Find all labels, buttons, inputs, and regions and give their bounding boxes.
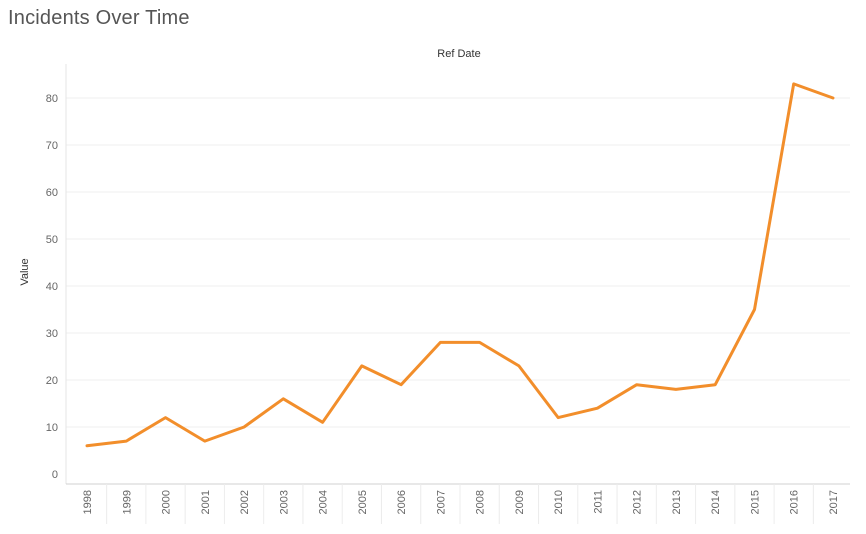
data-point[interactable] [714,383,717,386]
y-tick-label: 40 [46,281,58,293]
x-tick-label: 2015 [749,490,761,514]
x-tick-label: 2001 [200,490,212,514]
x-tick-label: 1999 [121,490,133,514]
page-title: Incidents Over Time [8,7,190,29]
x-tick-label: 2013 [671,490,683,514]
data-point[interactable] [478,341,481,344]
x-header-label: Ref Date [437,48,480,60]
x-tick-label: 2005 [357,490,369,514]
y-axis-label: Value [19,258,31,285]
data-point[interactable] [439,341,442,344]
x-tick-label: 2017 [828,490,840,514]
x-tick-label: 2003 [278,490,290,514]
x-tick-label: 2012 [632,490,644,514]
x-tick-label: 2009 [514,490,526,514]
data-point[interactable] [164,416,167,419]
x-tick-label: 2000 [161,490,173,514]
y-tick-label: 0 [52,469,58,481]
series-line[interactable] [85,82,835,448]
data-point[interactable] [753,308,756,311]
x-tick-label: 2016 [789,490,801,514]
x-tick-label: 2006 [396,490,408,514]
y-tick-label: 30 [46,328,58,340]
y-tick-label: 80 [46,93,58,105]
x-tick-label: 2002 [239,490,251,514]
data-point[interactable] [792,82,795,85]
data-point[interactable] [125,440,128,443]
data-point[interactable] [831,96,834,99]
x-tick-label: 2014 [710,490,722,514]
x-tick-labels: 1998 1999 2000 2001 2002 2003 2004 2005 2006 2007… [82,484,840,524]
data-point[interactable] [321,421,324,424]
data-point[interactable] [674,388,677,391]
y-tick-labels: 0 10 20 30 40 50 60 70 80 [46,93,58,481]
y-tick-label: 60 [46,187,58,199]
x-tick-label: 2011 [592,490,604,514]
data-point[interactable] [596,407,599,410]
data-point[interactable] [635,383,638,386]
x-tick-label: 2008 [475,490,487,514]
y-tick-label: 20 [46,375,58,387]
gridlines [66,97,850,428]
x-tick-label: 1998 [82,490,94,514]
x-tick-label: 2010 [553,490,565,514]
series-layer [85,82,835,448]
axes [65,64,850,485]
data-point[interactable] [557,416,560,419]
y-tick-label: 70 [46,140,58,152]
data-point[interactable] [360,364,363,367]
data-point[interactable] [203,440,206,443]
x-tick-label: 2004 [318,490,330,514]
y-tick-label: 50 [46,234,58,246]
x-tick-label: 2007 [435,490,447,514]
data-point[interactable] [400,383,403,386]
data-point[interactable] [282,397,285,400]
data-point[interactable] [517,364,520,367]
data-point[interactable] [85,444,88,447]
y-tick-label: 10 [46,422,58,434]
data-point[interactable] [242,425,245,428]
